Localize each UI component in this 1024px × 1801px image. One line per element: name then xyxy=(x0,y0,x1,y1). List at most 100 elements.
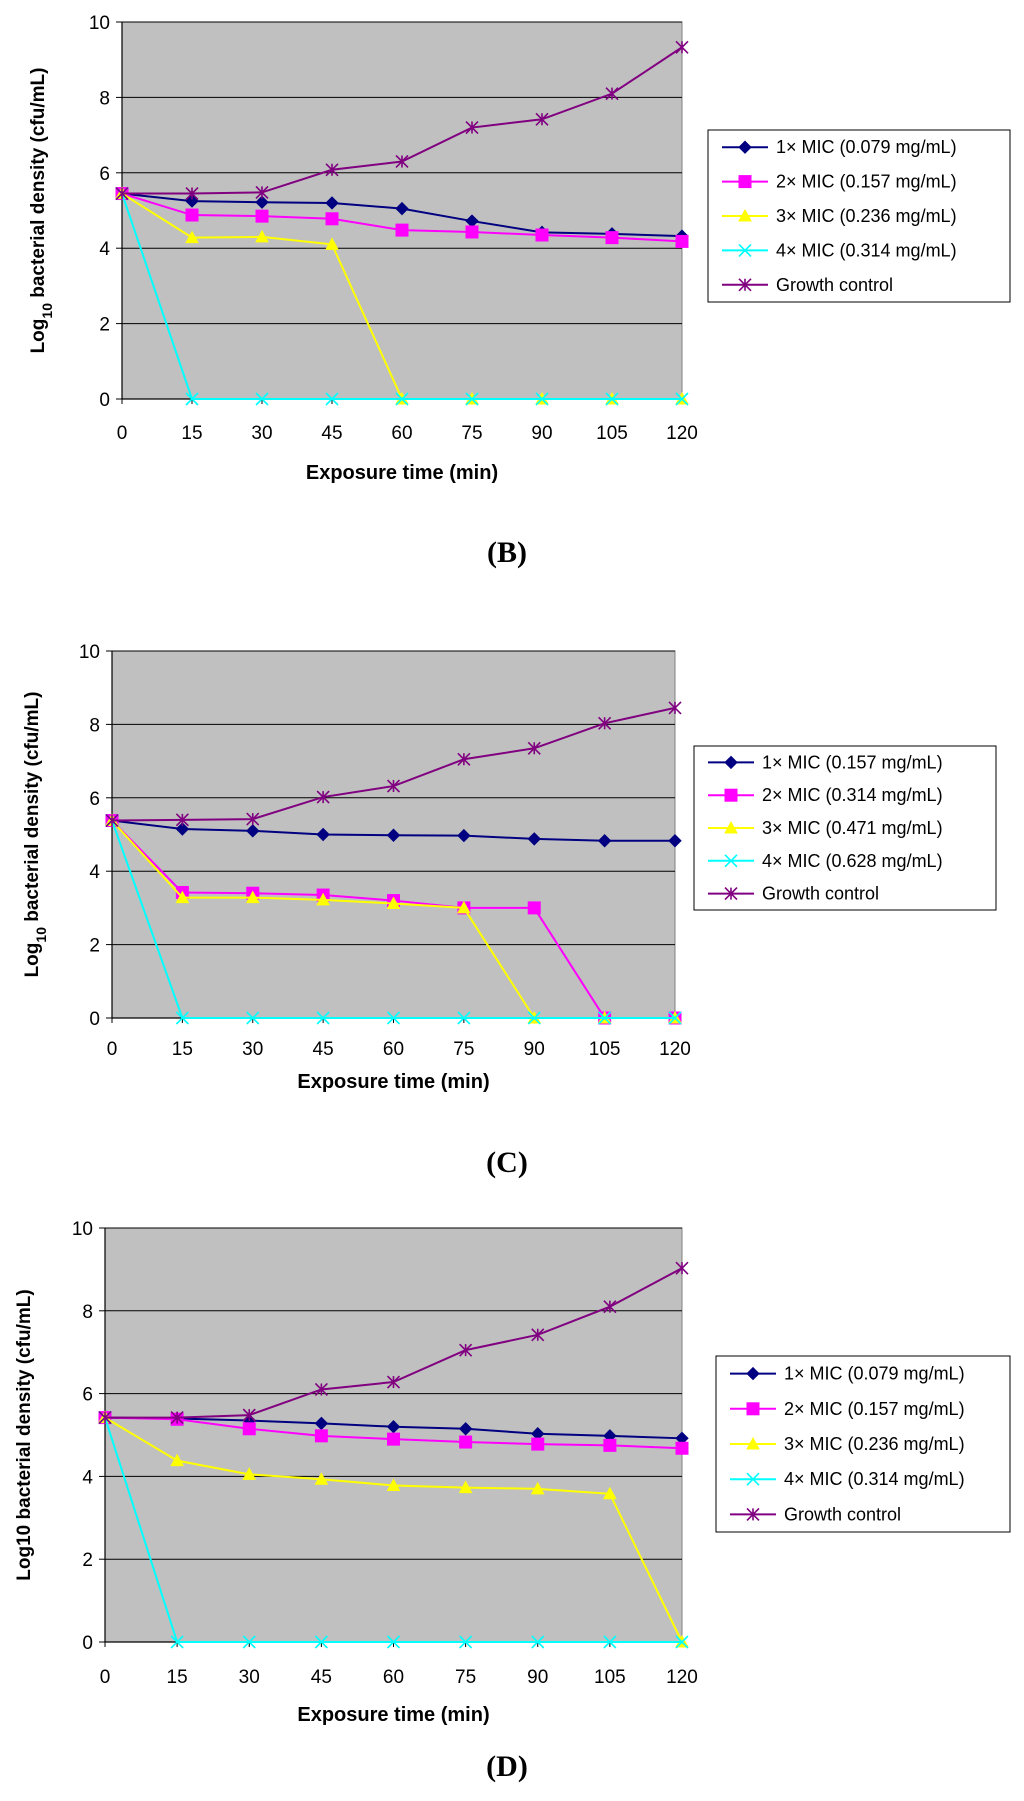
x-tick-label: 90 xyxy=(524,1039,545,1060)
y-tick-label: 8 xyxy=(82,1302,93,1323)
legend-label: 2× MIC (0.314 mg/mL) xyxy=(762,785,943,805)
y-label-part: Log xyxy=(22,943,43,978)
star-marker xyxy=(668,701,682,715)
x-marker xyxy=(395,392,409,406)
star-marker xyxy=(465,120,479,135)
triangle-marker xyxy=(316,892,330,906)
y-tick-label: 10 xyxy=(89,13,110,34)
square-marker xyxy=(185,208,199,222)
square-marker xyxy=(314,1429,328,1443)
legend-label: 3× MIC (0.236 mg/mL) xyxy=(776,206,957,226)
square-marker xyxy=(527,901,541,915)
x-marker xyxy=(246,1011,260,1025)
diamond-marker xyxy=(597,834,612,848)
star-marker xyxy=(724,887,738,901)
chart-panel-d: 0 2 4 6 8 10 0 15 30 45 60 75 90 105 120 Exposure time … xyxy=(14,1219,1011,1783)
star-marker xyxy=(605,87,619,101)
x-tick-label: 105 xyxy=(589,1039,621,1060)
legend-label: Growth control xyxy=(762,884,879,904)
x-marker xyxy=(675,392,689,406)
triangle-marker xyxy=(458,1480,473,1494)
x-marker xyxy=(603,1635,617,1649)
x-marker xyxy=(598,1011,612,1025)
square-marker xyxy=(675,234,689,248)
x-tick-label: 60 xyxy=(383,1039,404,1060)
x-marker xyxy=(255,392,269,406)
square-marker xyxy=(531,1437,545,1451)
star-marker xyxy=(535,112,549,126)
diamond-marker xyxy=(246,824,260,838)
series-5 xyxy=(105,701,682,828)
star-marker xyxy=(316,790,330,804)
x-tick-label: 45 xyxy=(313,1039,334,1060)
y-label-part: bacterial density (cfu/mL) xyxy=(22,692,43,927)
y-label-part: bacterial density (cfu/mL) xyxy=(14,1289,35,1524)
x-tick-label: 90 xyxy=(531,423,552,444)
x-marker xyxy=(535,392,549,406)
triangle-marker xyxy=(386,896,401,909)
star-marker xyxy=(325,163,339,177)
y-label-part: Log xyxy=(28,319,49,354)
y-label-subscript: 10 xyxy=(39,303,55,319)
legend-item: 4× MIC (0.314 mg/mL) xyxy=(722,240,957,260)
x-marker xyxy=(316,1011,330,1025)
diamond-marker xyxy=(185,194,199,208)
series-4 xyxy=(105,813,682,1025)
star-marker xyxy=(746,1507,760,1521)
triangle-marker xyxy=(746,1436,760,1450)
diamond-marker xyxy=(738,140,752,154)
x-marker xyxy=(325,392,339,406)
star-marker xyxy=(457,752,471,766)
x-tick-label: 45 xyxy=(321,423,342,444)
diamond-marker xyxy=(316,827,330,842)
diamond-marker xyxy=(458,1422,473,1436)
square-marker xyxy=(535,228,549,242)
diamond-marker xyxy=(325,196,339,210)
star-marker xyxy=(314,1382,328,1397)
square-marker xyxy=(255,209,269,223)
star-marker xyxy=(386,1375,401,1389)
x-tick-label: 45 xyxy=(311,1667,332,1688)
legend-item: 1× MIC (0.079 mg/mL) xyxy=(722,137,957,157)
x-marker xyxy=(386,1011,401,1025)
diamond-marker xyxy=(175,822,190,836)
y-tick-label: 0 xyxy=(99,390,110,411)
series-5 xyxy=(115,40,689,201)
x-tick-label: 15 xyxy=(167,1667,188,1688)
triangle-marker xyxy=(185,230,199,244)
square-marker xyxy=(724,788,738,802)
star-marker xyxy=(242,1408,256,1422)
x-marker xyxy=(668,1011,682,1025)
x-marker xyxy=(724,854,738,868)
star-marker xyxy=(603,1300,617,1314)
square-marker xyxy=(325,212,339,226)
legend-item: 3× MIC (0.236 mg/mL) xyxy=(722,206,957,226)
chart-panel-c: 0 2 4 6 8 10 0 15 30 45 60 75 90 105 120 Exposure time … xyxy=(22,642,997,1179)
series-1 xyxy=(105,813,682,848)
x-marker xyxy=(746,1472,760,1486)
legend-label: 1× MIC (0.079 mg/mL) xyxy=(784,1364,965,1384)
triangle-marker xyxy=(386,1478,401,1492)
y-tick-label: 4 xyxy=(99,239,110,260)
diamond-marker xyxy=(746,1366,760,1381)
star-marker xyxy=(395,154,409,169)
legend: 1× MIC (0.079 mg/mL) 2× MIC (0.157 mg/mL)… xyxy=(707,129,1011,303)
star-marker xyxy=(175,813,189,827)
y-tick-label: 2 xyxy=(99,315,110,336)
legend-label: 4× MIC (0.314 mg/mL) xyxy=(776,240,957,260)
y-label-part: bacterial density (cfu/mL) xyxy=(28,68,49,303)
y-tick-label: 10 xyxy=(79,642,100,663)
x-marker xyxy=(605,392,619,406)
x-tick-label: 120 xyxy=(666,423,698,444)
y-label-subscript: 10 xyxy=(33,927,49,943)
x-marker xyxy=(459,1635,473,1649)
triangle-marker xyxy=(242,1467,257,1480)
legend-item: 3× MIC (0.471 mg/mL) xyxy=(708,818,943,838)
diamond-marker xyxy=(527,832,541,846)
star-marker xyxy=(598,716,612,730)
y-tick-label: 4 xyxy=(89,862,100,883)
y-tick-label: 4 xyxy=(82,1467,93,1488)
x-marker xyxy=(465,392,479,406)
panel-label: (C) xyxy=(486,1146,528,1179)
y-tick-label: 6 xyxy=(99,164,110,185)
